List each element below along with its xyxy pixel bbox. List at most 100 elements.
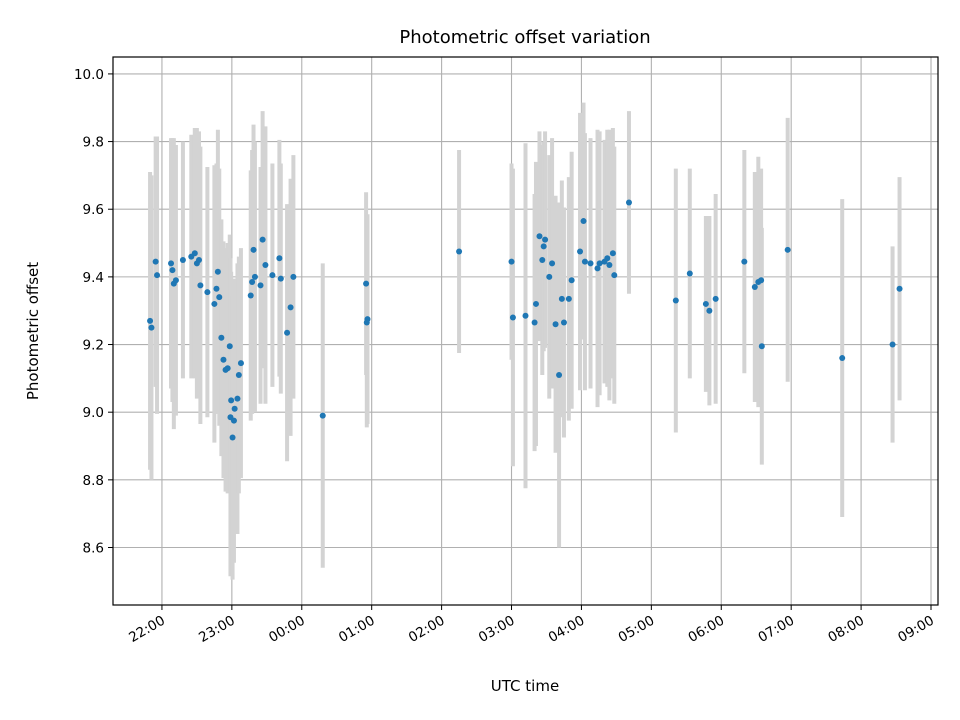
y-tick-label: 9.0 bbox=[83, 405, 104, 421]
data-point bbox=[532, 300, 539, 307]
data-point bbox=[751, 284, 758, 291]
data-point bbox=[758, 277, 765, 284]
y-tick-label: 9.2 bbox=[83, 338, 104, 354]
data-point bbox=[234, 395, 241, 402]
data-point bbox=[531, 319, 538, 326]
data-point bbox=[706, 307, 713, 314]
data-point bbox=[172, 277, 179, 284]
data-point bbox=[594, 265, 601, 272]
data-point bbox=[581, 258, 588, 265]
data-point bbox=[191, 250, 198, 257]
data-point bbox=[546, 273, 553, 280]
data-point bbox=[456, 248, 463, 255]
data-point bbox=[702, 300, 709, 307]
data-point bbox=[542, 236, 549, 243]
data-point bbox=[552, 321, 559, 328]
y-tick-label: 9.8 bbox=[83, 135, 104, 151]
data-point bbox=[179, 256, 186, 263]
data-point bbox=[522, 312, 529, 319]
data-point bbox=[224, 365, 231, 372]
plot-frame bbox=[112, 56, 939, 606]
data-point bbox=[259, 236, 266, 243]
data-point bbox=[672, 297, 679, 304]
data-point bbox=[319, 412, 326, 419]
data-point bbox=[229, 434, 236, 441]
data-point bbox=[625, 199, 632, 206]
data-point bbox=[556, 371, 563, 378]
data-point bbox=[262, 262, 269, 269]
data-point bbox=[247, 292, 254, 299]
data-point bbox=[540, 243, 547, 250]
data-point bbox=[568, 277, 575, 284]
data-point bbox=[228, 397, 235, 404]
data-point bbox=[558, 295, 565, 302]
data-point bbox=[152, 258, 159, 265]
data-point bbox=[277, 275, 284, 282]
data-point bbox=[218, 334, 225, 341]
data-point bbox=[596, 260, 603, 267]
data-point bbox=[214, 268, 221, 275]
data-point bbox=[611, 272, 618, 279]
data-point bbox=[560, 319, 567, 326]
data-point bbox=[604, 255, 611, 262]
data-point bbox=[741, 258, 748, 265]
data-point bbox=[290, 273, 297, 280]
data-point bbox=[235, 371, 242, 378]
data-point bbox=[197, 282, 204, 289]
data-points bbox=[147, 199, 903, 441]
data-point bbox=[536, 233, 543, 240]
data-point bbox=[269, 272, 276, 279]
data-point bbox=[363, 280, 370, 287]
data-point bbox=[168, 260, 175, 267]
data-point bbox=[686, 270, 693, 277]
data-point bbox=[284, 329, 291, 336]
data-point bbox=[509, 314, 516, 321]
data-point bbox=[758, 343, 765, 350]
data-point bbox=[712, 295, 719, 302]
data-point bbox=[364, 316, 371, 323]
x-axis-label: UTC time bbox=[491, 677, 559, 695]
data-point bbox=[154, 272, 161, 279]
data-point bbox=[211, 300, 218, 307]
data-point bbox=[195, 256, 202, 263]
data-point bbox=[220, 356, 227, 363]
data-point bbox=[204, 289, 211, 296]
data-point bbox=[148, 324, 155, 331]
data-point bbox=[230, 417, 237, 424]
data-point bbox=[147, 317, 154, 324]
data-point bbox=[839, 355, 846, 362]
data-point bbox=[287, 304, 294, 311]
y-tick-label: 8.6 bbox=[83, 540, 104, 556]
y-tick-label: 10.0 bbox=[74, 67, 104, 83]
data-point bbox=[539, 256, 546, 263]
data-point bbox=[606, 262, 613, 269]
data-point bbox=[587, 260, 594, 267]
y-axis: 8.6 8.8 9.0 9.2 9.4 9.6 9.8 10.0 bbox=[74, 67, 113, 556]
data-point bbox=[580, 218, 587, 225]
data-point bbox=[251, 273, 258, 280]
data-point bbox=[249, 278, 256, 285]
data-point bbox=[889, 341, 896, 348]
y-tick-label: 8.8 bbox=[83, 473, 104, 489]
chart-title: Photometric offset variation bbox=[399, 27, 650, 48]
data-point bbox=[250, 246, 257, 253]
data-point bbox=[237, 360, 244, 367]
data-point bbox=[565, 295, 572, 302]
y-tick-label: 9.4 bbox=[83, 270, 104, 286]
data-point bbox=[216, 294, 223, 301]
data-point bbox=[257, 282, 264, 289]
data-point bbox=[231, 405, 238, 412]
y-tick-label: 9.6 bbox=[83, 202, 104, 218]
data-point bbox=[169, 267, 176, 274]
data-point bbox=[784, 246, 791, 253]
y-axis-label: Photometric offset bbox=[24, 262, 42, 400]
data-point bbox=[213, 285, 220, 292]
data-point bbox=[896, 285, 903, 292]
data-point bbox=[226, 343, 233, 350]
data-point bbox=[549, 260, 556, 267]
data-point bbox=[609, 250, 616, 257]
data-point bbox=[508, 258, 515, 265]
data-point bbox=[577, 248, 584, 255]
